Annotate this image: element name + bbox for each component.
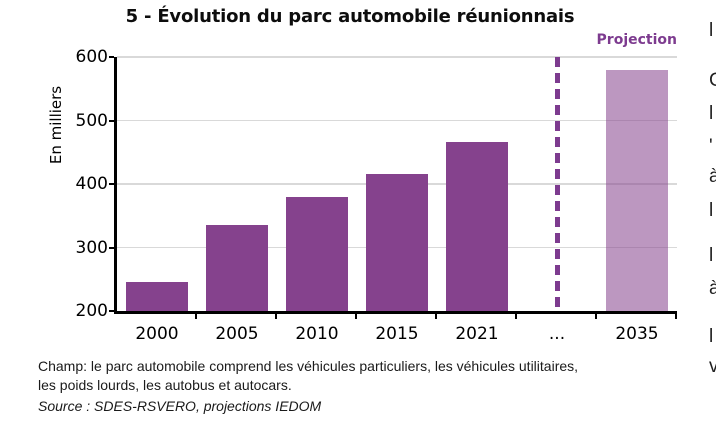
y-tick-600 bbox=[109, 56, 114, 58]
champ-line-2: les poids lourds, les autobus et autocar… bbox=[38, 377, 292, 393]
y-tick-200 bbox=[109, 310, 114, 312]
clipped-text-fragment: v bbox=[709, 356, 716, 377]
bar-2005 bbox=[206, 224, 268, 311]
bar-2035 bbox=[606, 69, 668, 311]
x-tick-label-2000: 2000 bbox=[135, 324, 179, 344]
bar-2000 bbox=[126, 282, 188, 311]
clipped-text-fragment: l bbox=[709, 245, 714, 266]
x-tick-label-...: ... bbox=[548, 324, 566, 344]
gridline-600 bbox=[117, 56, 677, 58]
clipped-text-fragment: l bbox=[709, 200, 714, 221]
x-tick-1 bbox=[195, 314, 197, 319]
y-tick-label-300: 300 bbox=[75, 237, 108, 258]
x-tick-label-2021: 2021 bbox=[455, 324, 499, 344]
x-tick-7 bbox=[675, 314, 677, 319]
gridline-500 bbox=[117, 119, 677, 122]
y-tick-300 bbox=[109, 246, 114, 249]
clipped-text-fragment: à bbox=[709, 166, 716, 187]
clipped-text-fragment: à bbox=[709, 278, 716, 299]
x-tick-label-2035: 2035 bbox=[615, 324, 659, 344]
clipped-text-fragment: l bbox=[709, 326, 714, 347]
chart-title: 5 - Évolution du parc automobile réunion… bbox=[125, 6, 575, 27]
x-tick-2 bbox=[275, 314, 277, 319]
y-axis-line bbox=[114, 57, 117, 314]
source-line: Source : SDES-RSVERO, projections IEDOM bbox=[38, 398, 322, 414]
champ-line-1: Champ: le parc automobile comprend les v… bbox=[38, 358, 579, 374]
clipped-text-fragment: C bbox=[709, 70, 716, 91]
bar-2010 bbox=[286, 196, 348, 311]
clipped-text-fragment: l bbox=[709, 103, 714, 124]
y-tick-label-600: 600 bbox=[75, 47, 108, 67]
clipped-text-fragment: ' bbox=[709, 136, 713, 157]
bar-2021 bbox=[446, 142, 508, 311]
x-tick-label-2005: 2005 bbox=[215, 324, 259, 344]
x-tick-label-2015: 2015 bbox=[375, 324, 419, 344]
y-tick-label-500: 500 bbox=[75, 110, 108, 131]
y-tick-400 bbox=[109, 183, 114, 185]
y-tick-500 bbox=[109, 119, 114, 122]
x-axis-line bbox=[114, 311, 677, 314]
y-tick-label-400: 400 bbox=[75, 174, 108, 194]
x-tick-label-2010: 2010 bbox=[295, 324, 339, 344]
bar-2015 bbox=[366, 174, 428, 311]
figure-caption: Champ: le parc automobile comprend les v… bbox=[38, 357, 658, 416]
clipped-text-fragment: l bbox=[709, 20, 714, 41]
projection-separator-line bbox=[554, 57, 560, 311]
plot-area bbox=[117, 56, 677, 311]
x-tick-4 bbox=[435, 314, 437, 319]
y-tick-label-200: 200 bbox=[75, 301, 108, 321]
projection-annotation: Projection bbox=[596, 32, 677, 48]
x-tick-6 bbox=[595, 314, 597, 319]
x-tick-3 bbox=[355, 314, 357, 319]
x-tick-5 bbox=[515, 314, 517, 319]
